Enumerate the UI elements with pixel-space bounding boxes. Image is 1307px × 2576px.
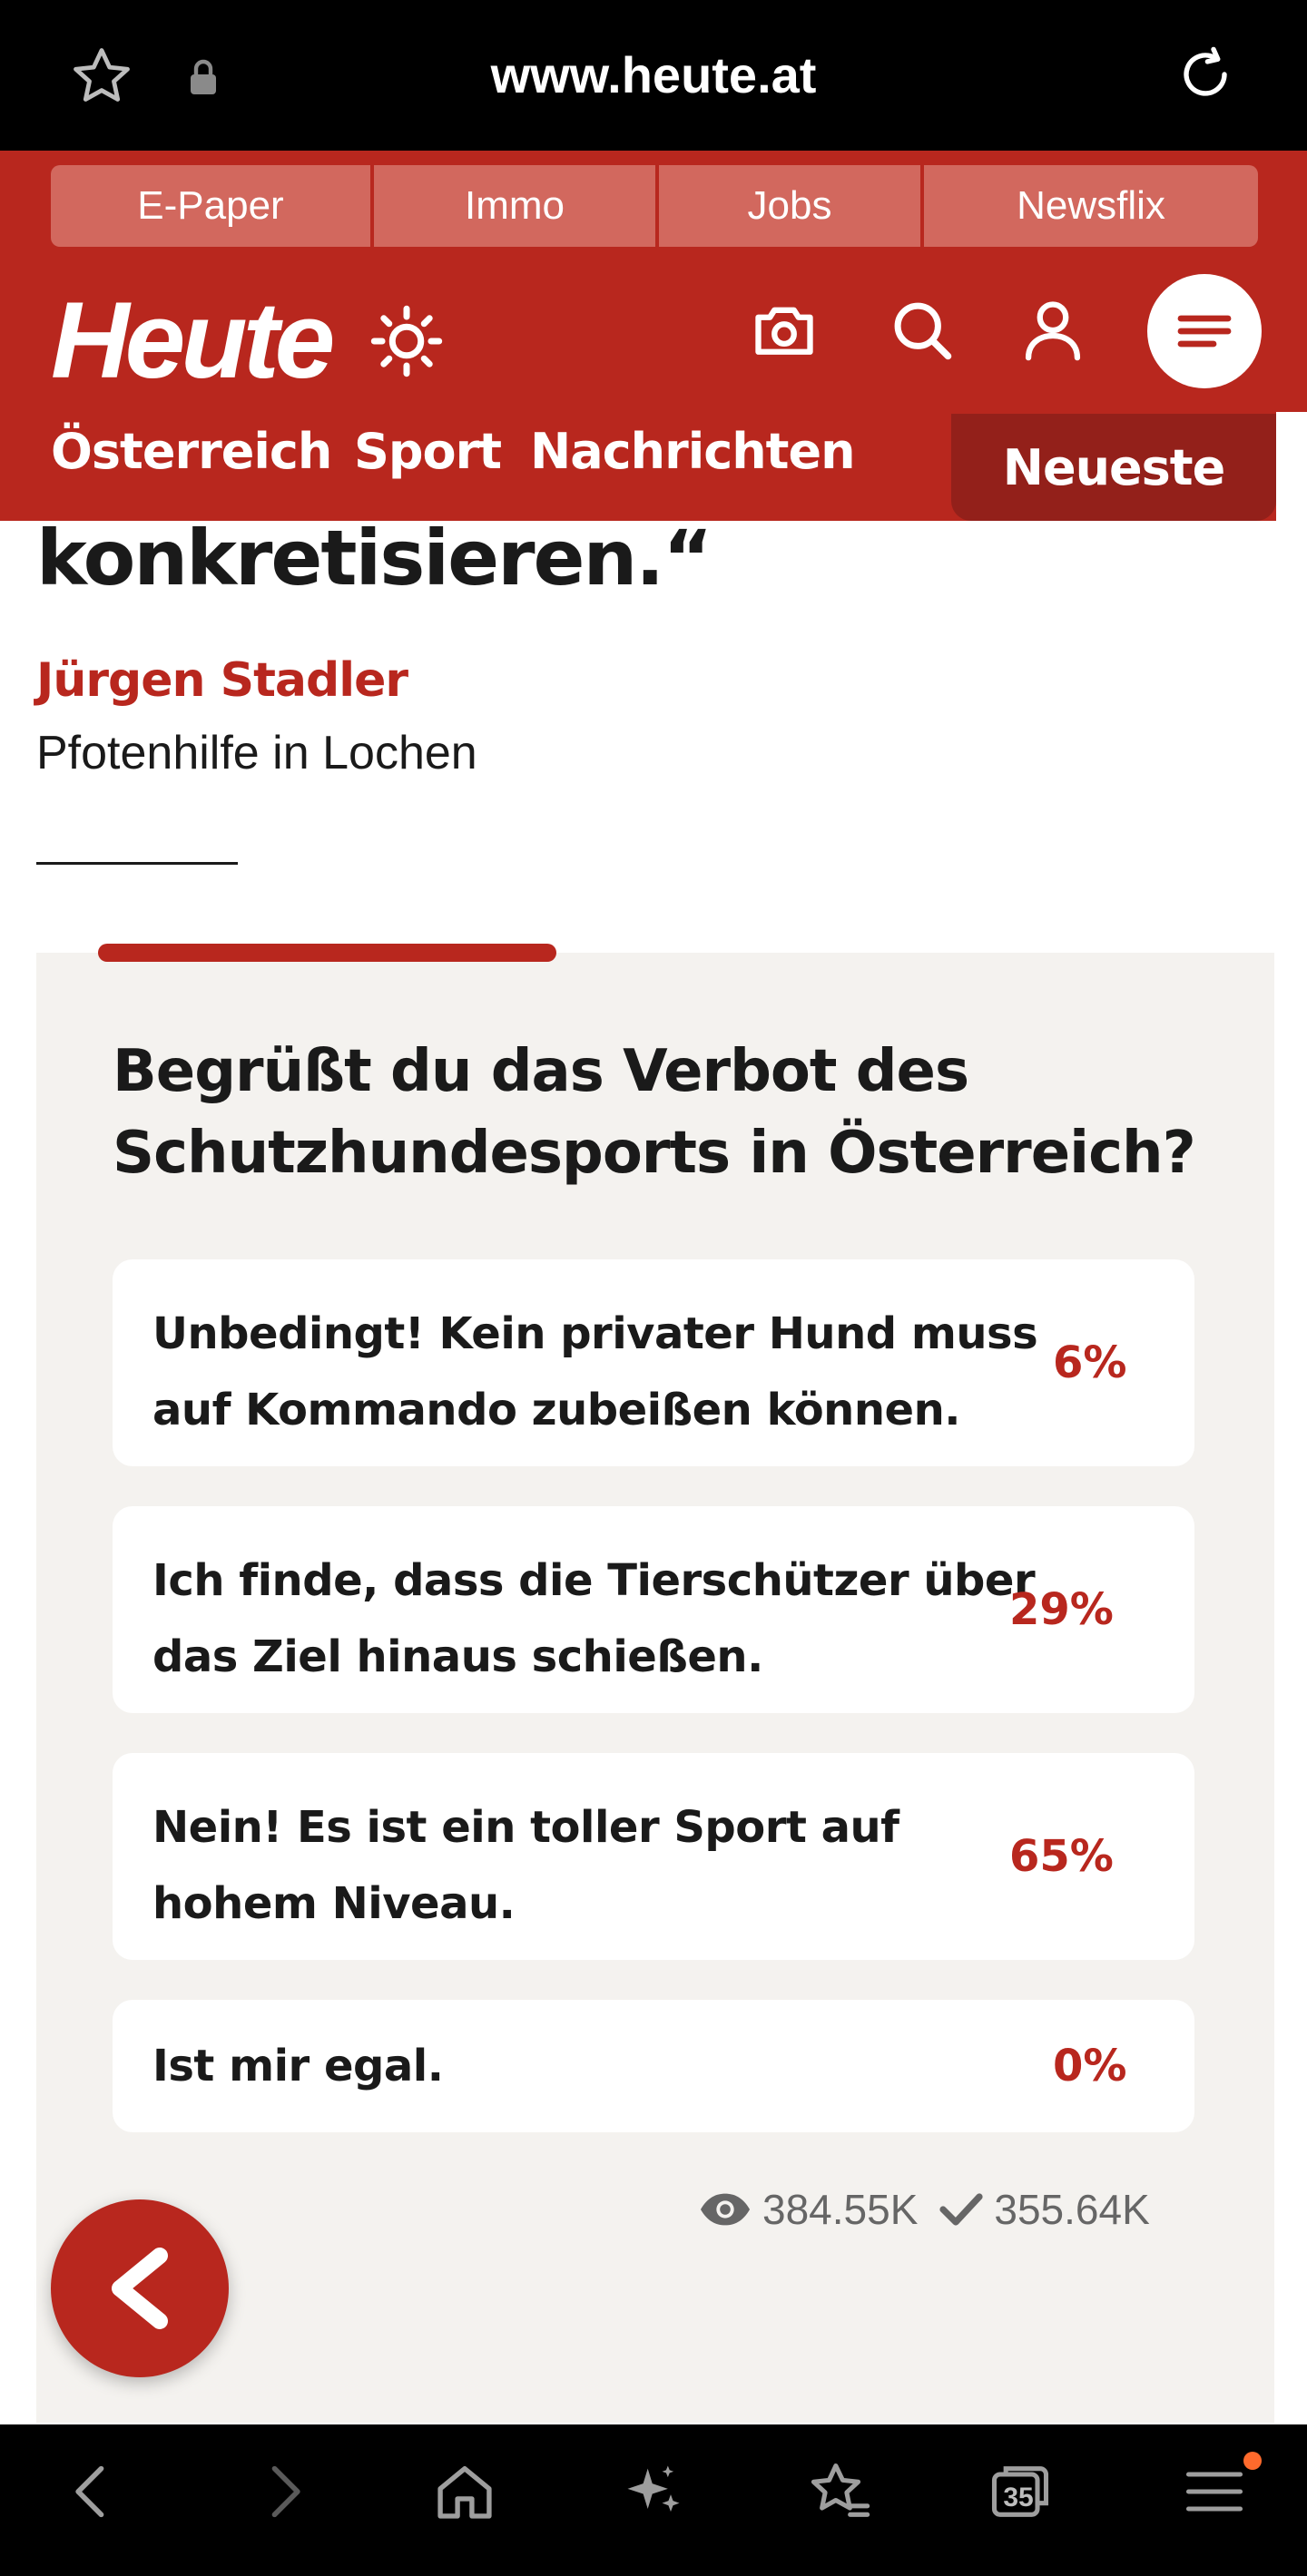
quote-author-name: Jürgen Stadler bbox=[36, 653, 408, 708]
poll-option-text: Ich finde, dass die Tierschützer über da… bbox=[152, 1555, 1036, 1682]
notification-dot bbox=[1243, 2452, 1262, 2470]
poll-option-text: Ist mir egal. bbox=[152, 2041, 444, 2091]
browser-back-icon[interactable] bbox=[58, 2457, 127, 2526]
bookmark-star-icon[interactable] bbox=[69, 44, 134, 109]
section-divider bbox=[36, 862, 238, 865]
bookmarks-star-icon[interactable] bbox=[804, 2457, 873, 2526]
poll-votes-count: 355.64K bbox=[994, 2186, 1150, 2233]
site-header: E-Paper Immo Jobs Newsflix Heute Österre… bbox=[0, 151, 1307, 521]
sparkle-icon[interactable] bbox=[619, 2457, 688, 2526]
poll-question: Begrüßt du das Verbot des Schutzhundespo… bbox=[113, 1038, 1196, 1187]
poll-option-percent: 0% bbox=[1053, 2041, 1127, 2091]
nav-neueste[interactable]: Neueste bbox=[951, 414, 1276, 521]
top-link-newsflix[interactable]: Newsflix bbox=[924, 165, 1258, 247]
hamburger-menu-icon bbox=[1177, 315, 1232, 348]
poll-accent-bar bbox=[98, 944, 556, 962]
browser-bottom-bar bbox=[0, 2424, 1307, 2576]
poll-views: 384.55K bbox=[699, 2185, 918, 2234]
chevron-left-icon bbox=[112, 2248, 168, 2329]
poll-views-count: 384.55K bbox=[762, 2186, 919, 2233]
poll-option-text: Unbedingt! Kein privater Hund muss auf K… bbox=[152, 1308, 1038, 1435]
poll-option[interactable]: Nein! Es ist ein toller Sport auf hohem … bbox=[113, 1753, 1194, 1960]
poll-option-text: Nein! Es ist ein toller Sport auf hohem … bbox=[152, 1802, 899, 1929]
nav-nachrichten[interactable]: Nachrichten bbox=[530, 423, 856, 480]
reload-icon[interactable] bbox=[1173, 42, 1238, 107]
eye-icon bbox=[700, 2193, 751, 2226]
tabs-icon[interactable] bbox=[986, 2457, 1055, 2526]
nav-sport[interactable]: Sport bbox=[354, 423, 502, 480]
poll-option-percent: 6% bbox=[1053, 1337, 1127, 1388]
nav-oesterreich[interactable]: Österreich bbox=[51, 423, 332, 480]
browser-top-bar: www.heute.at bbox=[0, 0, 1307, 151]
camera-icon[interactable] bbox=[750, 296, 819, 365]
poll-option[interactable]: Ich finde, dass die Tierschützer über da… bbox=[113, 1506, 1194, 1713]
checkmark-icon bbox=[939, 2193, 983, 2226]
poll-option[interactable]: Ist mir egal. 0% bbox=[113, 2000, 1194, 2132]
browser-menu-icon[interactable] bbox=[1180, 2457, 1249, 2526]
lock-icon bbox=[191, 59, 216, 94]
poll-option[interactable]: Unbedingt! Kein privater Hund muss auf K… bbox=[113, 1259, 1194, 1466]
back-button[interactable] bbox=[51, 2199, 229, 2377]
user-icon[interactable] bbox=[1018, 296, 1087, 365]
poll-votes: 355.64K bbox=[939, 2185, 1150, 2234]
poll-option-percent: 65% bbox=[1009, 1831, 1114, 1882]
menu-button[interactable] bbox=[1147, 274, 1262, 388]
browser-forward-icon[interactable] bbox=[249, 2457, 318, 2526]
home-icon[interactable] bbox=[430, 2457, 499, 2526]
top-link-jobs[interactable]: Jobs bbox=[659, 165, 920, 247]
url-text[interactable]: www.heute.at bbox=[490, 46, 817, 103]
site-logo[interactable]: Heute bbox=[51, 279, 335, 401]
search-icon[interactable] bbox=[888, 296, 957, 365]
poll-option-percent: 29% bbox=[1009, 1584, 1114, 1635]
sun-icon[interactable] bbox=[369, 303, 445, 379]
article-quote-text: konkretisieren.“ bbox=[36, 514, 712, 602]
header-gap bbox=[1276, 412, 1307, 521]
poll-stats: 384.55K 355.64K bbox=[699, 2178, 1150, 2241]
quote-author-role: Pfotenhilfe in Lochen bbox=[36, 727, 477, 779]
top-link-epaper[interactable]: E-Paper bbox=[51, 165, 370, 247]
tab-count: 35 bbox=[1003, 2483, 1034, 2512]
top-link-immo[interactable]: Immo bbox=[374, 165, 655, 247]
